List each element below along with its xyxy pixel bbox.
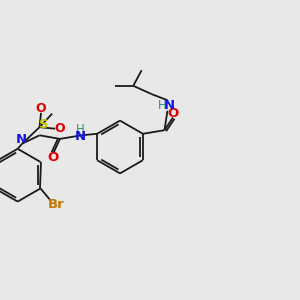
Text: O: O (36, 102, 46, 115)
Text: O: O (54, 122, 64, 135)
Text: N: N (15, 133, 26, 146)
Text: O: O (47, 151, 58, 164)
Text: N: N (74, 130, 86, 143)
Text: O: O (167, 107, 179, 120)
Text: N: N (164, 99, 175, 112)
Text: Br: Br (48, 198, 65, 211)
Text: H: H (76, 123, 84, 136)
Text: H: H (158, 99, 167, 112)
Text: S: S (39, 118, 48, 131)
